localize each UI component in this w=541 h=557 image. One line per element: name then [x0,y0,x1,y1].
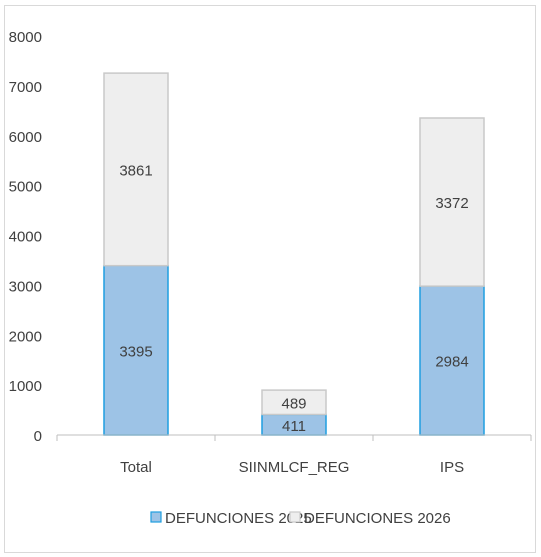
y-tick-label: 7000 [9,79,42,96]
legend-label: DEFUNCIONES 2025 [165,510,312,527]
x-category-label: Total [120,459,152,476]
bars [103,72,485,436]
y-tick-label: 8000 [9,29,42,46]
data-label: 3861 [119,162,152,179]
data-label: 411 [282,418,306,435]
y-tick-label: 3000 [9,278,42,295]
legend-swatch [150,511,162,523]
y-tick-label: 5000 [9,179,42,196]
y-tick-label: 6000 [9,129,42,146]
y-tick-label: 1000 [9,378,42,395]
y-tick-label: 4000 [9,229,42,246]
data-labels: 3395 3861 411 489 2984 3372 [119,162,468,434]
data-label: 3395 [119,343,152,360]
legend-swatch [289,511,301,523]
data-label: 3372 [435,195,468,212]
data-label: 2984 [435,354,468,371]
data-label: 489 [281,395,306,412]
legend-label: DEFUNCIONES 2026 [304,510,451,527]
x-category-label: SIINMLCF_REG [239,459,350,476]
bar-segment [261,389,327,416]
stacked-bar-chart: 0 1000 2000 3000 4000 5000 6000 7000 8000 3395 38… [9,29,532,527]
bar-segment [103,72,169,267]
x-category-label: IPS [440,459,464,476]
y-axis: 0 1000 2000 3000 4000 5000 6000 7000 8000 [9,29,42,445]
y-tick-label: 2000 [9,328,42,345]
y-tick-label: 0 [34,428,42,445]
chart-frame: 0 1000 2000 3000 4000 5000 6000 7000 8000 3395 38… [4,5,536,553]
bar-segment [419,117,485,287]
x-axis: Total SIINMLCF_REG IPS [56,434,532,476]
bar-segment [103,264,169,436]
